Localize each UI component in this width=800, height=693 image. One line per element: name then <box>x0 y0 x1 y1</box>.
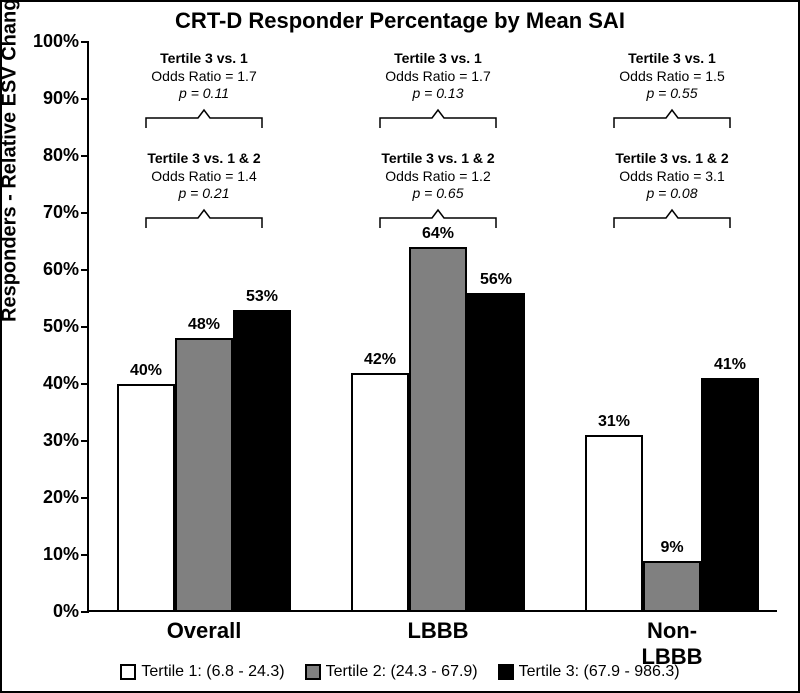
y-tick-label: 90% <box>29 88 79 109</box>
y-tick-mark <box>81 383 89 385</box>
legend-item: Tertile 2: (24.3 - 67.9) <box>305 663 478 681</box>
figure-container: CRT-D Responder Percentage by Mean SAI R… <box>0 0 800 693</box>
legend-label: Tertile 3: (67.9 - 986.3) <box>519 663 680 681</box>
y-axis-label: Responders - Relative ESV Change (%) <box>0 0 22 322</box>
bracket <box>89 42 779 612</box>
y-tick-label: 60% <box>29 259 79 280</box>
y-tick-label: 40% <box>29 373 79 394</box>
legend-label: Tertile 2: (24.3 - 67.9) <box>326 663 478 681</box>
group-label: LBBB <box>407 618 468 644</box>
y-tick-mark <box>81 440 89 442</box>
y-tick-label: 70% <box>29 202 79 223</box>
legend-swatch <box>120 664 136 680</box>
plot-area: 0%10%20%30%40%50%60%70%80%90%100%40%48%5… <box>87 42 777 612</box>
y-tick-mark <box>81 98 89 100</box>
y-tick-label: 100% <box>29 31 79 52</box>
legend: Tertile 1: (6.8 - 24.3) Tertile 2: (24.3 … <box>2 663 798 685</box>
y-tick-mark <box>81 155 89 157</box>
y-tick-label: 0% <box>29 601 79 622</box>
y-tick-mark <box>81 212 89 214</box>
y-tick-mark <box>81 611 89 613</box>
legend-label: Tertile 1: (6.8 - 24.3) <box>141 663 284 681</box>
legend-item: Tertile 1: (6.8 - 24.3) <box>120 663 284 681</box>
legend-item: Tertile 3: (67.9 - 986.3) <box>498 663 680 681</box>
y-tick-mark <box>81 497 89 499</box>
legend-swatch <box>498 664 514 680</box>
legend-swatch <box>305 664 321 680</box>
y-tick-mark <box>81 41 89 43</box>
y-tick-label: 50% <box>29 316 79 337</box>
y-tick-mark <box>81 554 89 556</box>
y-tick-label: 10% <box>29 544 79 565</box>
y-tick-mark <box>81 269 89 271</box>
group-label: Overall <box>167 618 242 644</box>
y-tick-label: 20% <box>29 487 79 508</box>
y-tick-label: 30% <box>29 430 79 451</box>
y-tick-mark <box>81 326 89 328</box>
chart-title: CRT-D Responder Percentage by Mean SAI <box>2 8 798 34</box>
y-tick-label: 80% <box>29 145 79 166</box>
